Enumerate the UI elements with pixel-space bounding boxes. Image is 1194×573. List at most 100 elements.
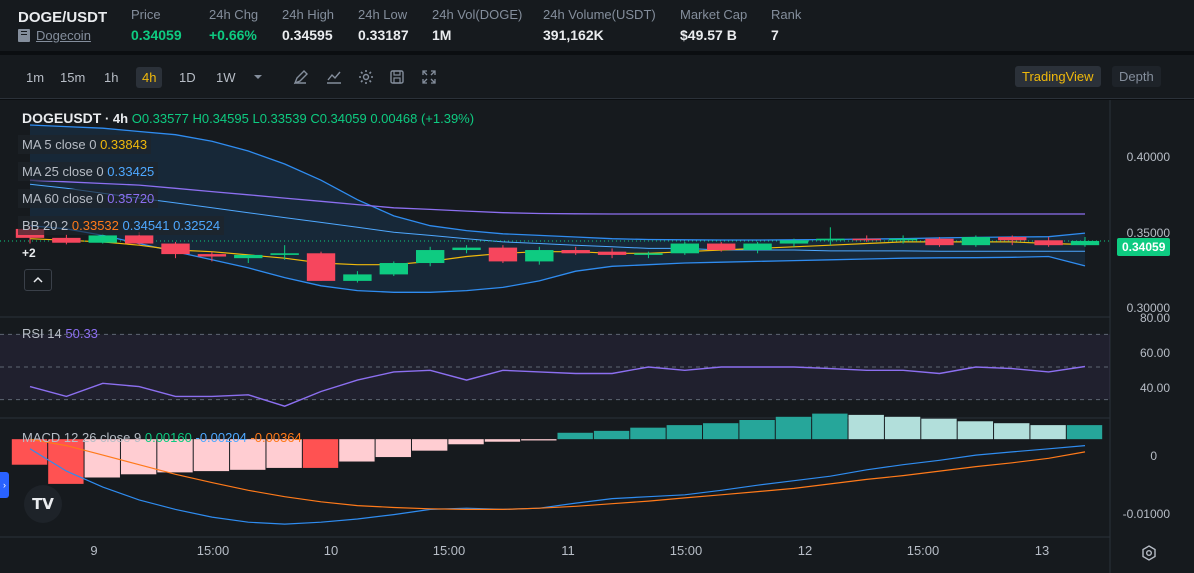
- legend-close: C0.34059: [310, 111, 367, 126]
- timeframe-1h[interactable]: 1h: [104, 70, 119, 85]
- bb-upper-line: [29, 124, 1086, 241]
- stat-24h-volume-usdt: 24h Volume(USDT) 391,162K: [543, 7, 656, 43]
- candle: [379, 261, 408, 277]
- stat-rank: Rank 7: [771, 7, 802, 43]
- rsi-axis-label: 60.00: [1139, 346, 1170, 360]
- macd-line: [29, 445, 1086, 525]
- price-axis-label: 0.30000: [1126, 301, 1170, 315]
- time-axis-label: 11: [561, 543, 575, 558]
- macd-histogram-bar: [411, 439, 448, 451]
- candle: [998, 235, 1027, 246]
- price-axis-label: 0.40000: [1126, 150, 1170, 164]
- gear-icon[interactable]: [358, 69, 374, 85]
- coin-info[interactable]: Dogecoin: [18, 28, 91, 43]
- macd-histogram-bar: [120, 439, 157, 475]
- more-indicators-count[interactable]: +2: [22, 246, 36, 260]
- candle-body: [270, 253, 299, 255]
- macd-histogram-bar: [302, 439, 339, 468]
- candle-body: [1034, 240, 1063, 246]
- hexagon-settings-icon[interactable]: [1140, 544, 1158, 562]
- candle: [634, 251, 663, 259]
- macd-histogram-bar: [448, 439, 484, 445]
- bb-legend[interactable]: BB 20 2 0.33532 0.34541 0.32524: [18, 216, 225, 235]
- macd-histogram-bar: [157, 439, 193, 473]
- tradingview-logo[interactable]: TV: [24, 485, 62, 523]
- stat-market-cap: Market Cap $49.57 B: [680, 7, 748, 43]
- timeframe-1m[interactable]: 1m: [26, 70, 45, 85]
- macd-histogram-bar: [266, 439, 302, 468]
- candle: [561, 246, 590, 255]
- candle: [525, 246, 554, 265]
- candle-body: [415, 250, 445, 264]
- time-axis-label: 15:00: [669, 543, 703, 558]
- pen-icon[interactable]: [293, 69, 309, 85]
- macd-histogram-bar: [703, 423, 739, 440]
- time-axis-label: 12: [797, 543, 813, 558]
- ma5-legend[interactable]: MA 5 close 0 0.33843: [18, 135, 152, 154]
- candle: [52, 234, 81, 245]
- legend-open: O0.33577: [131, 111, 189, 126]
- symbol-title: DOGE/USDT: [18, 9, 108, 26]
- candle-body: [306, 253, 336, 281]
- timeframe-15m[interactable]: 15m: [60, 70, 86, 85]
- rsi-legend[interactable]: RSI 14 50.33: [22, 326, 98, 341]
- macd-axis-label: -0.01000: [1122, 507, 1170, 521]
- candle: [234, 254, 263, 264]
- macd-signal-line: [29, 438, 1086, 510]
- candle-body: [124, 235, 154, 244]
- stat-24h-vol: 24h Vol(DOGE) 1M: [432, 7, 523, 43]
- macd-histogram-bar: [593, 430, 630, 440]
- candle: [161, 241, 190, 259]
- candle-body: [779, 240, 809, 244]
- save-icon[interactable]: [389, 69, 405, 85]
- macd-histogram-bar: [1066, 425, 1103, 440]
- ma60-legend[interactable]: MA 60 close 0 0.35720: [18, 189, 159, 208]
- macd-histogram-bar: [848, 414, 884, 440]
- macd-histogram-bar: [557, 432, 593, 440]
- timeframe-1w[interactable]: 1W: [216, 70, 236, 85]
- macd-histogram-bar: [339, 439, 375, 462]
- candle-body: [452, 247, 481, 251]
- ma25-legend[interactable]: MA 25 close 0 0.33425: [18, 162, 159, 181]
- legend-change: 0.00468 (+1.39%): [370, 111, 475, 126]
- candle: [779, 238, 809, 247]
- timeframe-4h[interactable]: 4h: [136, 67, 163, 88]
- time-axis-label: 9: [90, 543, 98, 558]
- macd-histogram-bar: [11, 439, 48, 465]
- candle-body: [52, 237, 81, 243]
- expand-icon[interactable]: [421, 69, 437, 85]
- candle-body: [816, 238, 845, 241]
- collapse-legend-button[interactable]: [24, 269, 52, 291]
- candle-body: [670, 243, 700, 254]
- ticker-header: DOGE/USDT Dogecoin Price 0.34059 24h Chg +…: [0, 0, 1194, 52]
- candle: [415, 246, 445, 267]
- legend-symbol: DOGEUSDT: [22, 110, 102, 126]
- candle-body: [1070, 240, 1100, 246]
- candle: [961, 235, 991, 247]
- candle-body: [234, 254, 263, 259]
- chevron-down-icon[interactable]: [250, 69, 266, 85]
- ma25-line: [29, 183, 1085, 252]
- side-panel-toggle[interactable]: ›: [0, 472, 9, 498]
- candle: [852, 235, 881, 242]
- depth-button[interactable]: Depth: [1112, 66, 1161, 87]
- bollinger-band-fill: [30, 124, 1085, 293]
- macd-histogram-bar: [812, 413, 848, 440]
- macd-histogram-bar: [884, 416, 921, 440]
- chart-canvas[interactable]: [0, 100, 1194, 573]
- line-chart-icon[interactable]: [326, 69, 342, 85]
- current-price-tag: 0.34059: [1117, 238, 1171, 256]
- legend-interval: · 4h: [104, 111, 129, 126]
- macd-histogram-bar: [630, 427, 666, 440]
- candle: [816, 227, 845, 246]
- macd-legend[interactable]: MACD 12 26 close 9 0.00160 -0.00204 -0.0…: [22, 430, 302, 445]
- rsi-line: [29, 365, 1086, 407]
- candle: [925, 237, 954, 247]
- tradingview-button[interactable]: TradingView: [1015, 66, 1101, 87]
- macd-histogram-bar: [230, 439, 266, 470]
- candle: [452, 245, 481, 254]
- coin-name-link[interactable]: Dogecoin: [36, 28, 91, 43]
- chart-area[interactable]: DOGEUSDT · 4h O0.33577 H0.34595 L0.33539…: [0, 100, 1194, 573]
- timeframe-1d[interactable]: 1D: [179, 70, 196, 85]
- macd-axis-label: 0: [1150, 449, 1157, 463]
